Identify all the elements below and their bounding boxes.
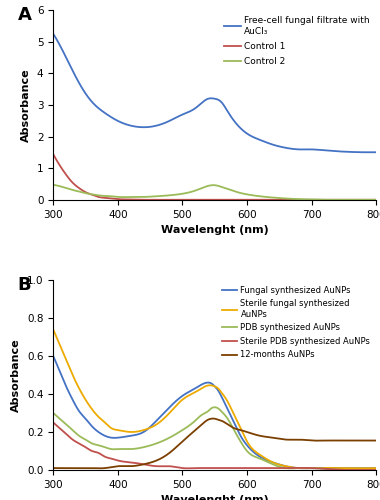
Sterile PDB synthesized AuNPs (294, 465, 299, 471)
Fungal synthesized AuNPs (374, 465, 378, 471)
Control 2 (108, 193, 112, 199)
Sterile PDB synthesized AuNPs (51, 420, 55, 426)
Fungal synthesized AuNPs (241, 438, 246, 444)
Line: Sterile fungal synthesized
AuNPs: Sterile fungal synthesized AuNPs (53, 330, 376, 468)
PDB synthesized AuNPs (374, 467, 378, 473)
PDB synthesized AuNPs (51, 410, 55, 416)
Control 1 (134, 196, 139, 202)
12-months AuNPs (211, 416, 215, 422)
Free-cell fungal filtrate with
AuCl₃ (51, 31, 55, 37)
Sterile PDB synthesized AuNPs (374, 467, 378, 473)
Text: A: A (18, 6, 32, 24)
Y-axis label: Absorbance: Absorbance (11, 338, 21, 412)
Sterile fungal synthesized
AuNPs (134, 428, 139, 434)
PDB synthesized AuNPs (197, 414, 202, 420)
Line: Control 1: Control 1 (53, 154, 376, 200)
Control 2 (241, 190, 246, 196)
Sterile fungal synthesized
AuNPs (374, 465, 378, 471)
Line: Fungal synthesized AuNPs: Fungal synthesized AuNPs (53, 356, 376, 468)
Free-cell fungal filtrate with
AuCl₃ (294, 146, 299, 152)
Sterile fungal synthesized
AuNPs (267, 458, 271, 464)
Fungal synthesized AuNPs (197, 383, 202, 389)
Free-cell fungal filtrate with
AuCl₃ (241, 128, 246, 134)
PDB synthesized AuNPs (267, 460, 272, 466)
Fungal synthesized AuNPs (267, 458, 271, 464)
12-months AuNPs (135, 462, 139, 468)
Control 1 (242, 197, 246, 203)
Control 2 (51, 182, 55, 188)
Control 1 (374, 197, 378, 203)
12-months AuNPs (268, 434, 272, 440)
Control 2 (267, 194, 271, 200)
Free-cell fungal filtrate with
AuCl₃ (108, 114, 112, 119)
Sterile PDB synthesized AuNPs (108, 456, 112, 462)
Sterile PDB synthesized AuNPs (241, 465, 246, 471)
Sterile PDB synthesized AuNPs (134, 460, 139, 466)
Control 2 (374, 197, 378, 203)
Y-axis label: Absorbance: Absorbance (21, 68, 31, 142)
Control 1 (51, 151, 55, 157)
12-months AuNPs (198, 423, 202, 429)
Fungal synthesized AuNPs (361, 465, 365, 471)
Sterile PDB synthesized AuNPs (197, 465, 202, 471)
Free-cell fungal filtrate with
AuCl₃ (267, 140, 271, 146)
Control 2 (294, 196, 299, 202)
Sterile fungal synthesized
AuNPs (361, 466, 365, 471)
12-months AuNPs (51, 465, 55, 471)
Sterile PDB synthesized AuNPs (342, 467, 347, 473)
PDB synthesized AuNPs (134, 446, 139, 452)
12-months AuNPs (374, 438, 378, 444)
Text: B: B (18, 276, 31, 294)
12-months AuNPs (98, 466, 102, 471)
Control 2 (197, 186, 202, 192)
Sterile fungal synthesized
AuNPs (294, 465, 299, 471)
Control 1 (108, 196, 112, 202)
Line: Sterile PDB synthesized AuNPs: Sterile PDB synthesized AuNPs (53, 422, 376, 470)
12-months AuNPs (295, 436, 300, 442)
Control 1 (294, 197, 299, 203)
PDB synthesized AuNPs (242, 444, 246, 450)
PDB synthesized AuNPs (294, 465, 299, 471)
PDB synthesized AuNPs (212, 404, 217, 410)
Legend: Free-cell fungal filtrate with
AuCl₃, Control 1, Control 2: Free-cell fungal filtrate with AuCl₃, Co… (223, 14, 372, 68)
X-axis label: Wavelenght (nm): Wavelenght (nm) (161, 496, 269, 500)
Control 2 (327, 197, 332, 203)
Sterile fungal synthesized
AuNPs (197, 386, 202, 392)
PDB synthesized AuNPs (342, 467, 347, 473)
Fungal synthesized AuNPs (134, 432, 139, 438)
Free-cell fungal filtrate with
AuCl₃ (367, 150, 372, 156)
Fungal synthesized AuNPs (51, 353, 55, 359)
Control 1 (146, 197, 151, 203)
Fungal synthesized AuNPs (108, 434, 112, 440)
Fungal synthesized AuNPs (294, 465, 299, 471)
Free-cell fungal filtrate with
AuCl₃ (197, 102, 202, 108)
Free-cell fungal filtrate with
AuCl₃ (374, 149, 378, 155)
Line: Control 2: Control 2 (53, 185, 376, 200)
12-months AuNPs (242, 428, 247, 434)
12-months AuNPs (109, 464, 113, 470)
Line: 12-months AuNPs: 12-months AuNPs (53, 418, 376, 469)
Control 1 (198, 197, 202, 203)
Line: Free-cell fungal filtrate with
AuCl₃: Free-cell fungal filtrate with AuCl₃ (53, 34, 376, 152)
Control 1 (267, 197, 272, 203)
Free-cell fungal filtrate with
AuCl₃ (134, 124, 139, 130)
X-axis label: Wavelenght (nm): Wavelenght (nm) (161, 226, 269, 235)
PDB synthesized AuNPs (108, 446, 112, 452)
Line: PDB synthesized AuNPs: PDB synthesized AuNPs (53, 408, 376, 470)
Sterile fungal synthesized
AuNPs (108, 424, 112, 430)
Sterile fungal synthesized
AuNPs (51, 326, 55, 332)
Legend: Fungal synthesized AuNPs, Sterile fungal synthesized
AuNPs, PDB synthesized AuNP: Fungal synthesized AuNPs, Sterile fungal… (220, 284, 372, 361)
Control 2 (134, 194, 139, 200)
Sterile PDB synthesized AuNPs (267, 465, 271, 471)
Sterile fungal synthesized
AuNPs (241, 432, 246, 438)
